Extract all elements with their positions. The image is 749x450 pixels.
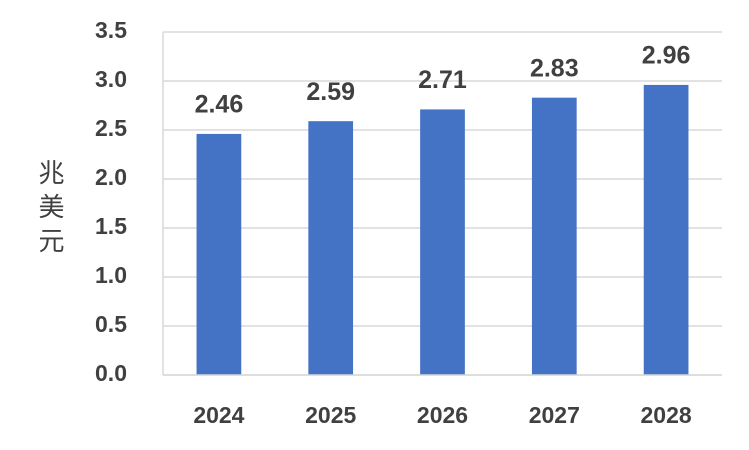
bar — [420, 109, 465, 376]
bar — [308, 121, 354, 376]
y-tick-label: 2.5 — [95, 115, 127, 141]
y-tick-label: 3.0 — [95, 66, 127, 92]
bar — [196, 133, 242, 375]
bar — [643, 84, 689, 376]
y-tick-label: 1.0 — [95, 262, 127, 288]
value-label: 2.96 — [642, 42, 691, 70]
x-tick-label: 2027 — [529, 402, 580, 428]
x-tick-label: 2025 — [305, 402, 356, 428]
value-label: 2.46 — [195, 91, 244, 119]
value-label: 2.59 — [306, 78, 355, 106]
bar — [531, 97, 577, 375]
value-label: 2.71 — [418, 66, 467, 94]
y-tick-label: 3.5 — [95, 17, 127, 43]
value-label: 2.83 — [530, 54, 579, 82]
x-tick-label: 2028 — [641, 402, 692, 428]
y-tick-label: 0.0 — [95, 360, 127, 386]
y-tick-label: 0.5 — [95, 311, 127, 337]
x-tick-label: 2024 — [193, 402, 244, 428]
y-tick-label: 2.0 — [95, 164, 127, 190]
x-tick-label: 2026 — [417, 402, 468, 428]
y-axis-label: 兆美元 — [35, 159, 65, 261]
y-tick-label: 1.5 — [95, 213, 127, 239]
